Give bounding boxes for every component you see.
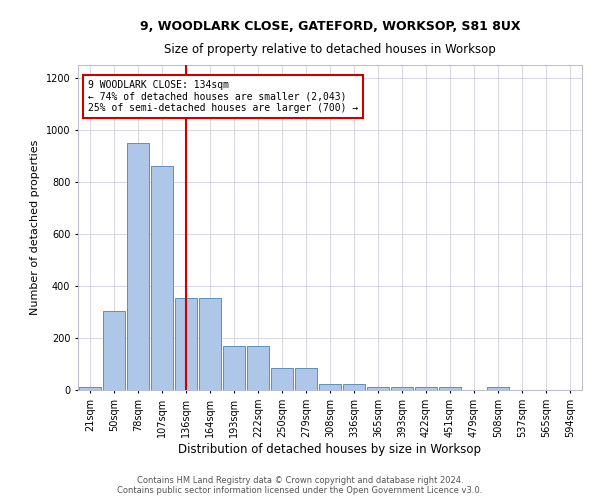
Bar: [367, 388, 389, 390]
Text: Size of property relative to detached houses in Worksop: Size of property relative to detached ho…: [164, 42, 496, 56]
Text: 9 WOODLARK CLOSE: 134sqm
← 74% of detached houses are smaller (2,043)
25% of sem: 9 WOODLARK CLOSE: 134sqm ← 74% of detach…: [88, 80, 358, 113]
Bar: [127, 143, 149, 390]
Text: Contains HM Land Registry data © Crown copyright and database right 2024.
Contai: Contains HM Land Registry data © Crown c…: [118, 476, 482, 495]
Bar: [295, 368, 317, 390]
Bar: [103, 310, 125, 390]
Bar: [151, 166, 173, 390]
X-axis label: Distribution of detached houses by size in Worksop: Distribution of detached houses by size …: [179, 442, 482, 456]
Bar: [175, 298, 197, 390]
Y-axis label: Number of detached properties: Number of detached properties: [30, 140, 40, 315]
Bar: [343, 384, 365, 390]
Bar: [391, 388, 413, 390]
Bar: [415, 388, 437, 390]
Bar: [439, 388, 461, 390]
Bar: [199, 298, 221, 390]
Text: 9, WOODLARK CLOSE, GATEFORD, WORKSOP, S81 8UX: 9, WOODLARK CLOSE, GATEFORD, WORKSOP, S8…: [140, 20, 520, 33]
Bar: [487, 388, 509, 390]
Bar: [79, 388, 101, 390]
Bar: [271, 368, 293, 390]
Bar: [247, 346, 269, 390]
Bar: [223, 346, 245, 390]
Bar: [319, 384, 341, 390]
